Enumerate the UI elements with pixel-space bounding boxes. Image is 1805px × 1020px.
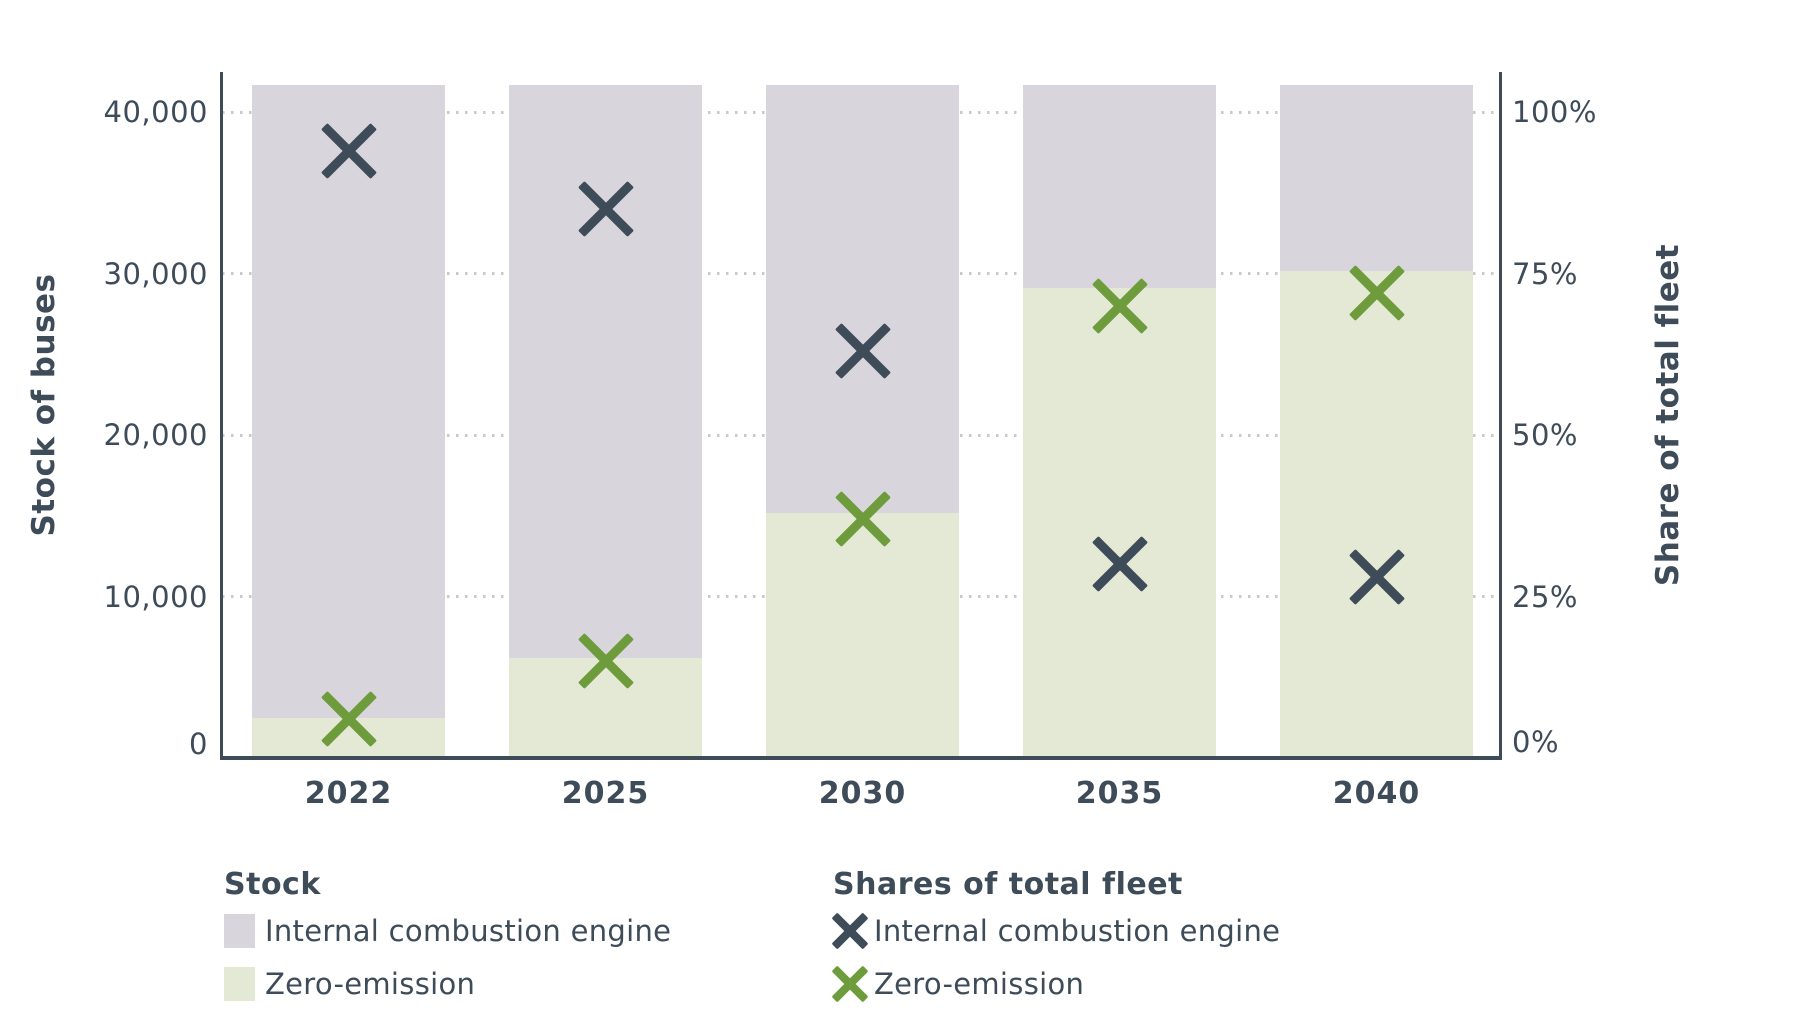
right-tick-25%: 25% — [1512, 579, 1578, 614]
marker-ice-share-2022[interactable] — [322, 124, 376, 178]
bar-zero-emission-2040[interactable] — [1280, 270, 1473, 758]
bottom-axis-line — [220, 756, 1502, 760]
right-tick-50%: 50% — [1512, 418, 1578, 453]
marker-zero-emission-share-2040[interactable] — [1350, 266, 1404, 320]
plot-area — [222, 85, 1500, 758]
legend-shares-heading: Shares of total fleet — [833, 867, 1183, 902]
marker-ice-share-2025[interactable] — [579, 182, 633, 236]
ze-stock-swatch-icon — [224, 967, 255, 1001]
left-axis-title: Stock of buses — [26, 273, 62, 537]
x-axis-label-2030: 2030 — [818, 776, 907, 811]
marker-ice-share-2035[interactable] — [1093, 537, 1147, 591]
bar-zero-emission-2035[interactable] — [1023, 288, 1216, 758]
marker-zero-emission-share-2030[interactable] — [836, 492, 890, 546]
bar-ice-2035[interactable] — [1023, 85, 1216, 289]
left-tick-40,000: 40,000 — [103, 95, 208, 130]
left-tick-10,000: 10,000 — [103, 579, 208, 614]
legend-item-label: Internal combustion engine — [265, 914, 672, 948]
marker-ice-share-2030[interactable] — [836, 324, 890, 378]
legend-item-label: Internal combustion engine — [874, 914, 1281, 948]
ice-share-x-icon — [833, 914, 867, 948]
left-tick-0: 0 — [189, 727, 208, 761]
ice-stock-swatch-icon — [224, 914, 255, 948]
legend-item-label: Zero-emission — [874, 967, 1085, 1001]
legend-item-label: Zero-emission — [265, 967, 476, 1001]
x-axis-label-2022: 2022 — [304, 776, 393, 811]
left-tick-30,000: 30,000 — [103, 256, 208, 291]
x-axis-label-2035: 2035 — [1075, 776, 1164, 811]
ze-share-x-icon — [833, 967, 867, 1001]
bar-ice-2022[interactable] — [252, 85, 445, 718]
left-tick-20,000: 20,000 — [103, 418, 208, 453]
marker-zero-emission-share-2022[interactable] — [322, 692, 376, 746]
right-tick-100%: 100% — [1512, 95, 1597, 130]
legend-stock-heading: Stock — [224, 867, 321, 902]
marker-zero-emission-share-2035[interactable] — [1093, 279, 1147, 333]
bar-ice-2030[interactable] — [766, 85, 959, 513]
bar-ice-2025[interactable] — [509, 85, 702, 658]
right-tick-75%: 75% — [1512, 256, 1578, 291]
right-tick-0%: 0% — [1512, 725, 1560, 759]
right-axis-line — [1499, 72, 1502, 758]
marker-ice-share-2040[interactable] — [1350, 550, 1404, 604]
left-axis-line — [220, 72, 223, 758]
x-axis-label-2025: 2025 — [561, 776, 650, 811]
bar-ice-2040[interactable] — [1280, 85, 1473, 271]
legend: Stock Internal combustion engine Zero-em… — [0, 855, 1805, 1020]
bar-zero-emission-2030[interactable] — [766, 512, 959, 758]
x-axis-label-2040: 2040 — [1332, 776, 1421, 811]
marker-zero-emission-share-2025[interactable] — [579, 634, 633, 688]
